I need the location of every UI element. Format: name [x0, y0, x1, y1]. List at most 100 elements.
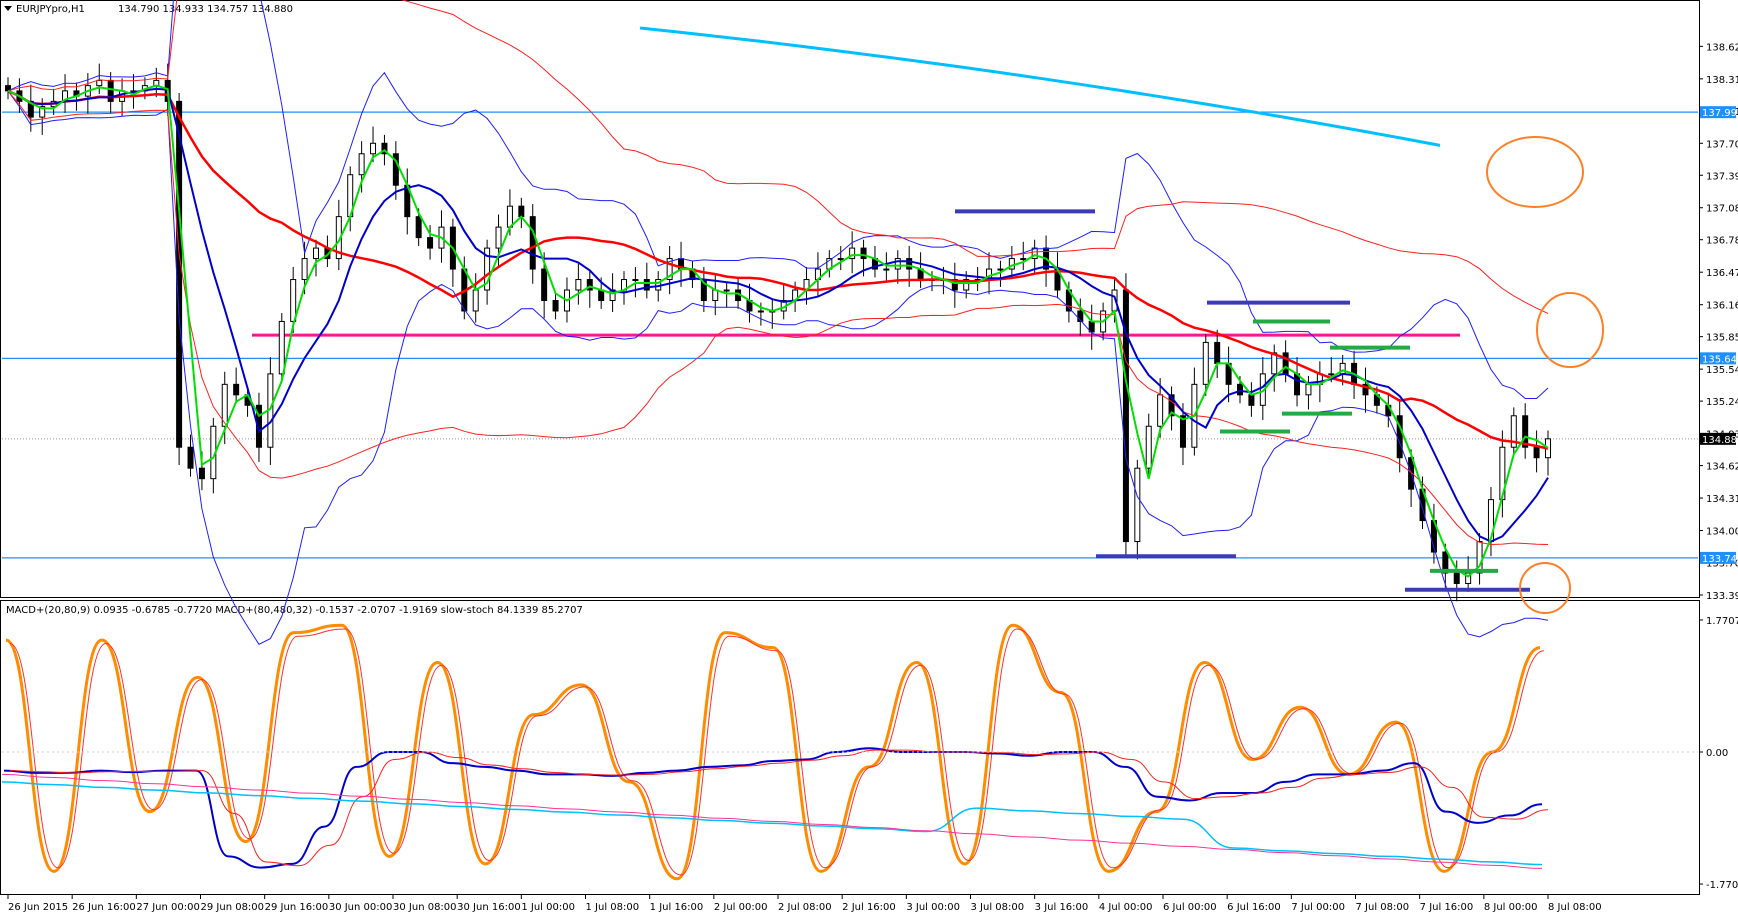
price-label-box: [1700, 432, 1736, 445]
x-tick-label: 6 Jul 00:00: [1163, 902, 1217, 913]
x-tick-label: 3 Jul 00:00: [906, 902, 960, 913]
candle-body: [506, 205, 513, 228]
moving-average-fast-line: [7, 84, 1549, 578]
candle-body: [598, 289, 605, 301]
candle-body: [1237, 383, 1243, 396]
candle-body: [1453, 572, 1460, 584]
x-tick-label: 3 Jul 08:00: [971, 902, 1025, 913]
x-tick-label: 2 Jul 16:00: [842, 902, 896, 913]
candle-body: [837, 258, 844, 261]
price-plot-layer: [2, 0, 1698, 645]
x-tick-label: 6 Jul 16:00: [1227, 902, 1281, 913]
y-tick-label: 136.160: [1706, 301, 1738, 312]
candle-body: [883, 268, 890, 271]
candle-body: [472, 289, 479, 312]
candle-body: [1145, 425, 1152, 469]
candle-body: [1362, 383, 1369, 396]
y-tick-label: 134.315: [1706, 494, 1738, 505]
symbol-title: EURJPYpro,H1: [16, 4, 85, 15]
x-tick-label: 4 Jul 00:00: [1099, 902, 1153, 913]
candle-body: [632, 279, 639, 282]
candle-body: [96, 79, 103, 87]
candle-body: [301, 258, 308, 281]
dropdown-triangle-icon[interactable]: [4, 6, 12, 11]
candle-body: [370, 142, 377, 155]
candle-body: [313, 247, 319, 260]
candle-body: [1202, 341, 1209, 385]
candle-body: [1157, 394, 1164, 427]
candle-body: [723, 289, 730, 292]
candle-body: [552, 299, 559, 312]
x-tick-label: 7 Jul 00:00: [1291, 902, 1345, 913]
candle-body: [541, 268, 548, 301]
price-label-box: [1700, 551, 1736, 564]
candle-body: [392, 153, 399, 186]
envelope-upper-line: [7, 0, 1549, 314]
candle-body: [529, 216, 536, 270]
indicator-header: MACD+(20,80,9) 0.0935 -0.6785 -0.7720 MA…: [6, 605, 583, 616]
x-tick-label: 7 Jul 16:00: [1420, 902, 1474, 913]
candle-body: [586, 279, 593, 291]
candle-body: [518, 205, 525, 218]
bollinger-upper-line: [7, 0, 1549, 399]
y-tick-label: 136.470: [1706, 268, 1738, 279]
ind-y-tick-label: 0.00: [1706, 748, 1728, 759]
macd-fast-signal-line: [9, 749, 1549, 867]
y-tick-label: 137.700: [1706, 139, 1738, 150]
x-tick-label: 30 Jun 08:00: [393, 902, 457, 913]
highlight-ellipse[interactable]: [1536, 292, 1604, 368]
ind-y-tick-label: -1.7707: [1706, 880, 1738, 891]
x-tick-label: 8 Jul 00:00: [1484, 902, 1538, 913]
candle-body: [27, 100, 34, 118]
x-tick-label: 27 Jun 00:00: [136, 902, 200, 913]
candle-body: [221, 383, 228, 427]
candle-body: [187, 446, 194, 469]
x-tick-label: 30 Jun 16:00: [457, 902, 521, 913]
x-tick-label: 26 Jun 2015: [8, 902, 68, 913]
candle-body: [1294, 373, 1301, 396]
macd-fast-line: [3, 747, 1543, 869]
candle-body: [1134, 467, 1141, 543]
main-price-panel[interactable]: [0, 0, 1700, 598]
x-tick-label: 2 Jul 08:00: [778, 902, 832, 913]
candle-body: [1168, 394, 1175, 417]
y-tick-label: 133.390: [1706, 591, 1738, 602]
x-tick-label: 29 Jun 08:00: [201, 902, 265, 913]
candle-body: [176, 100, 183, 448]
candle-body: [495, 226, 502, 249]
candle-body: [906, 258, 913, 270]
candle-body: [1442, 551, 1449, 574]
highlight-ellipse[interactable]: [1519, 562, 1571, 614]
candle-body: [997, 268, 1004, 271]
candle-body: [415, 216, 422, 239]
candle-body: [575, 279, 582, 291]
candle-body: [1214, 341, 1221, 364]
candle-body: [1020, 258, 1027, 261]
price-label: 134.880: [1702, 435, 1738, 446]
x-tick-label: 1 Jul 08:00: [586, 902, 640, 913]
highlight-ellipse[interactable]: [1486, 136, 1584, 208]
y-tick-label: 134.005: [1706, 527, 1738, 538]
x-tick-label: 1 Jul 16:00: [650, 902, 704, 913]
price-label: 133.744: [1702, 554, 1738, 565]
candle-body: [1031, 247, 1038, 260]
candle-body: [1282, 352, 1289, 375]
candle-body: [951, 279, 958, 291]
candle-body: [963, 279, 970, 291]
y-tick-label: 135.545: [1706, 365, 1738, 376]
x-tick-label: 3 Jul 16:00: [1035, 902, 1089, 913]
candle-body: [1465, 572, 1472, 584]
candle-body: [643, 279, 650, 291]
y-tick-label: 138.625: [1706, 42, 1738, 53]
moving-average-slow-line: [7, 89, 1549, 450]
candle-body: [1248, 394, 1255, 406]
price-label: 135.648: [1702, 354, 1738, 365]
y-tick-label: 136.780: [1706, 236, 1738, 247]
candle-body: [39, 106, 46, 118]
candle-body: [712, 289, 719, 301]
y-tick-label: 138.315: [1706, 75, 1738, 86]
candle-body: [1522, 415, 1529, 448]
macd-slow-line: [1, 781, 1543, 866]
y-tick-label: 137.085: [1706, 204, 1738, 215]
